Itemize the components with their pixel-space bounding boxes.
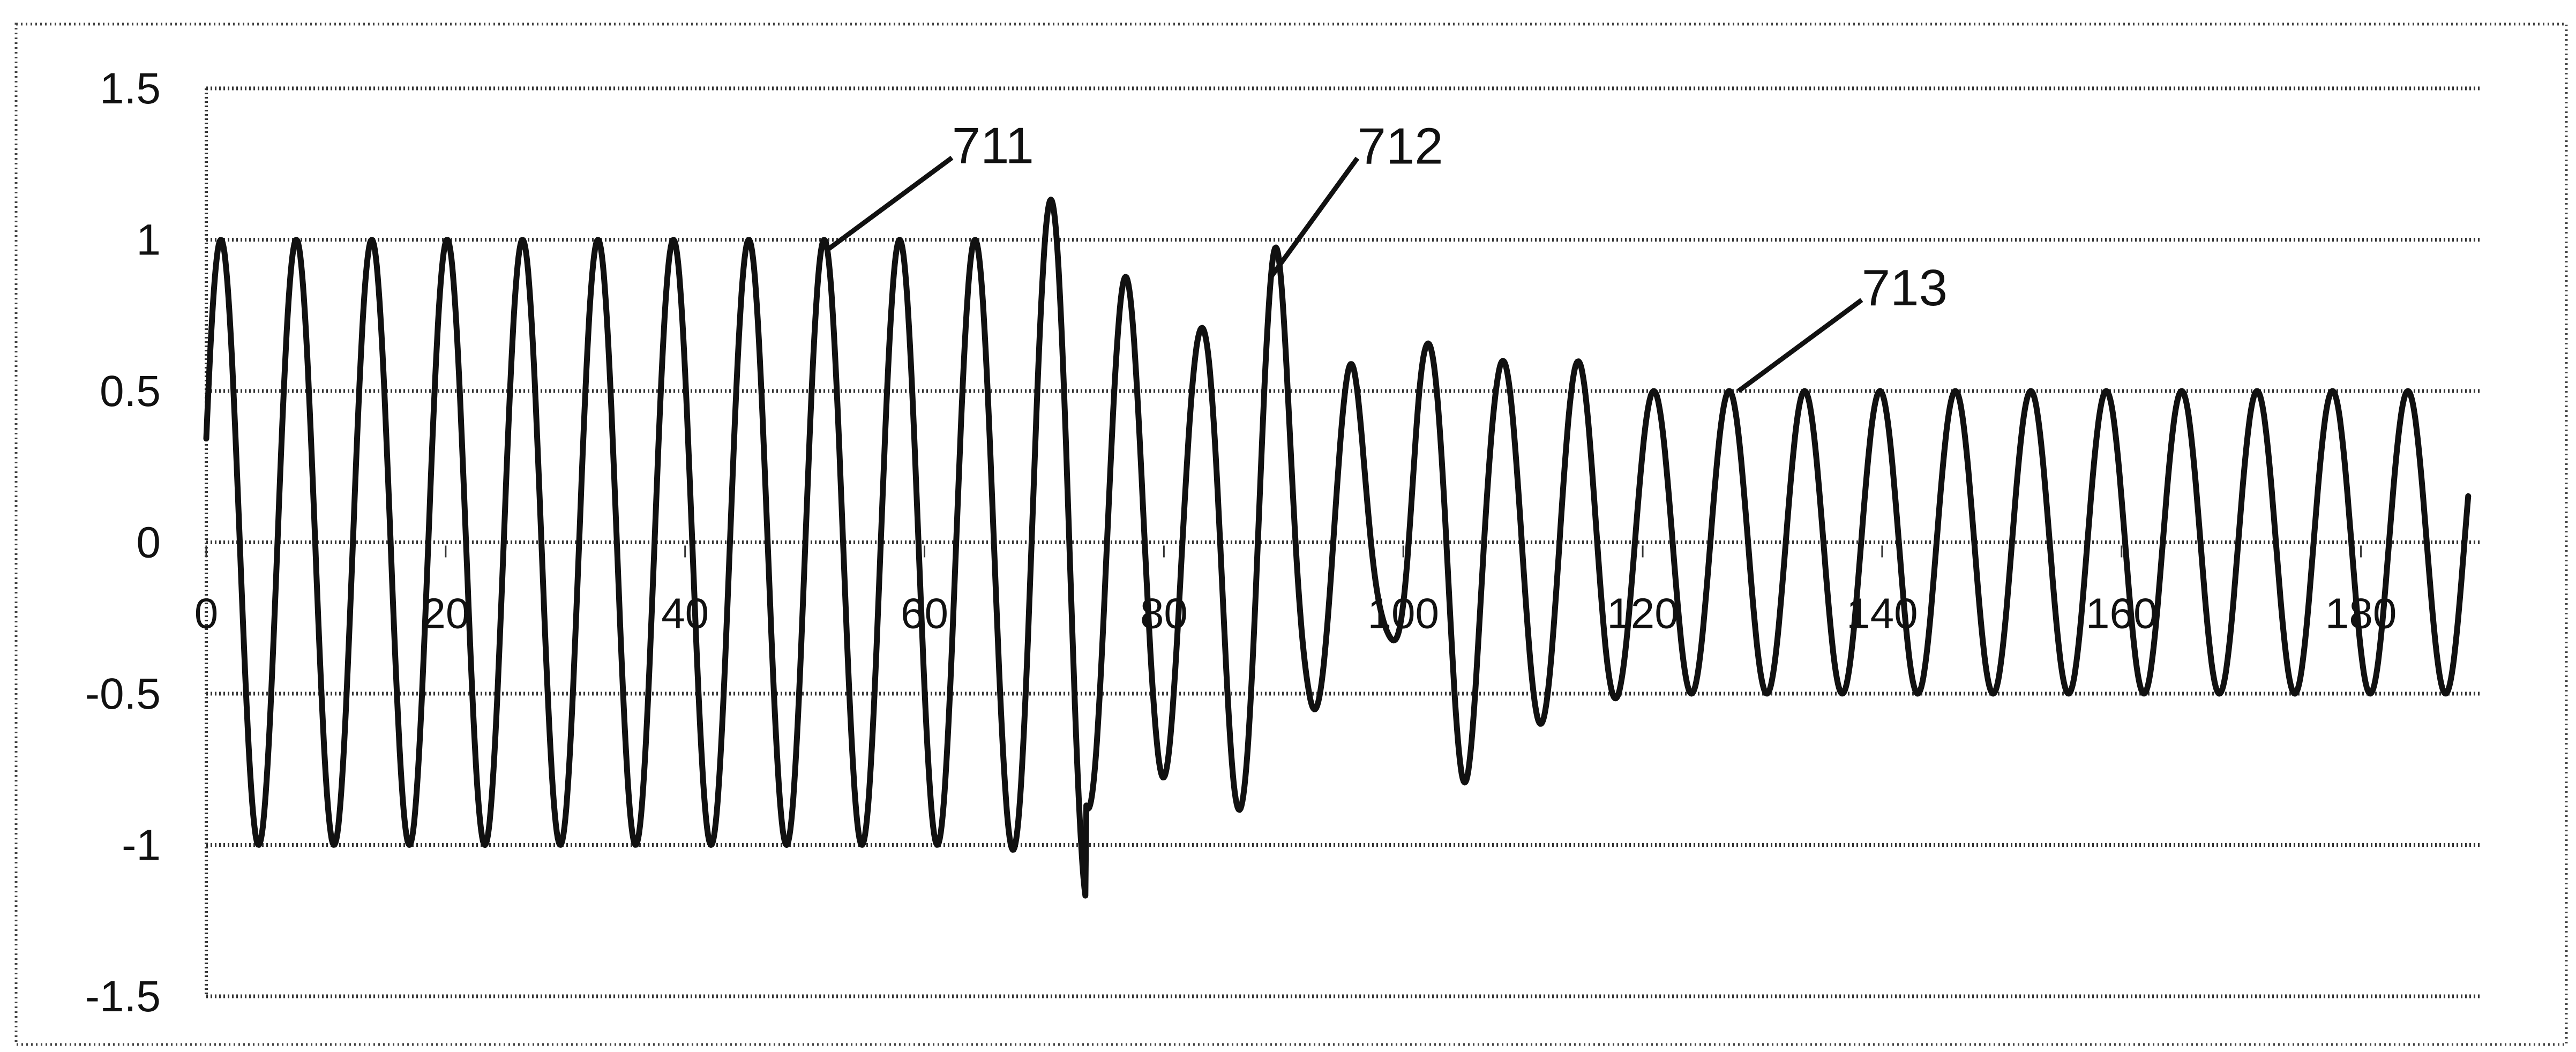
y-tick-label: -0.5 (85, 670, 161, 718)
series-line (206, 200, 2468, 896)
callout-leader-line (1739, 300, 1862, 391)
callout-leader-line (829, 157, 952, 249)
y-tick-label: 0 (136, 519, 161, 567)
y-tick-label: 1 (136, 216, 161, 265)
callout-label: 711 (952, 117, 1034, 174)
y-tick-label: 1.5 (100, 64, 161, 113)
x-tick-label: 40 (661, 590, 709, 637)
x-tick-label: 120 (1607, 590, 1678, 637)
y-axis-labels: 1.5 1 0.5 0 -0.5 -1 -1.5 (85, 64, 161, 1021)
chart-frame (16, 24, 2566, 1045)
callout-label: 712 (1357, 117, 1443, 175)
y-tick-label: -1 (122, 821, 161, 870)
x-tick-label: 160 (2086, 590, 2157, 637)
y-tick-label: -1.5 (85, 972, 161, 1021)
callouts: 711 712 713 (829, 117, 1948, 391)
callout-leader-line (1271, 158, 1357, 276)
y-tick-label: 0.5 (100, 367, 161, 416)
callout-label: 713 (1862, 259, 1948, 317)
grid-layer (206, 88, 2481, 996)
x-tick-label: 0 (194, 590, 219, 637)
